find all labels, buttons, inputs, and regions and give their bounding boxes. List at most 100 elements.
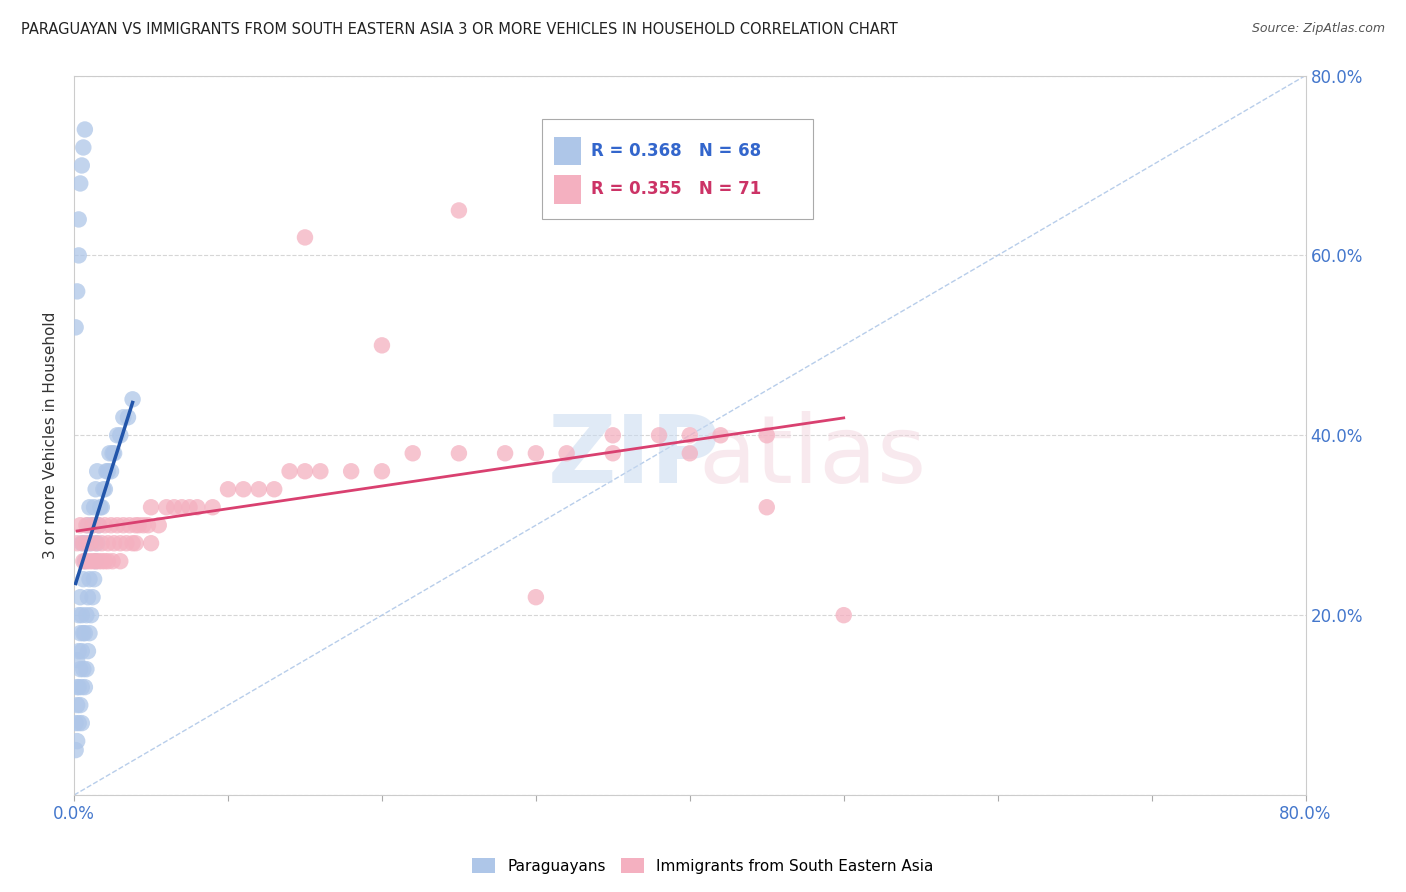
Point <box>128 518 150 533</box>
Point <box>67 608 90 623</box>
Text: ZIP: ZIP <box>548 411 721 503</box>
Point <box>70 644 93 658</box>
Point <box>69 662 91 676</box>
Point <box>100 464 122 478</box>
Point <box>67 680 90 694</box>
Point <box>66 536 89 550</box>
Point <box>524 590 547 604</box>
Point <box>247 482 270 496</box>
Point <box>112 518 135 533</box>
Point <box>77 644 100 658</box>
Point <box>97 536 120 550</box>
Text: PARAGUAYAN VS IMMIGRANTS FROM SOUTH EASTERN ASIA 3 OR MORE VEHICLES IN HOUSEHOLD: PARAGUAYAN VS IMMIGRANTS FROM SOUTH EAST… <box>21 22 898 37</box>
Point <box>186 500 208 515</box>
Point <box>66 698 89 712</box>
Point <box>105 518 128 533</box>
Point <box>82 590 104 604</box>
Point <box>73 626 96 640</box>
Y-axis label: 3 or more Vehicles in Household: 3 or more Vehicles in Household <box>44 311 58 559</box>
Point <box>82 518 104 533</box>
Point <box>87 518 110 533</box>
Point <box>494 446 516 460</box>
Point <box>70 536 93 550</box>
Point <box>96 464 118 478</box>
Point <box>103 536 125 550</box>
Point <box>124 536 146 550</box>
Point <box>139 536 162 550</box>
Point <box>100 518 122 533</box>
FancyBboxPatch shape <box>543 119 813 219</box>
Point <box>90 536 112 550</box>
Point <box>80 608 103 623</box>
Point <box>72 536 94 550</box>
Point <box>69 177 91 191</box>
Point <box>82 554 104 568</box>
Point <box>66 653 89 667</box>
Point <box>602 428 624 442</box>
Point <box>447 446 470 460</box>
Point <box>97 464 120 478</box>
Point <box>110 554 132 568</box>
Point <box>86 536 108 550</box>
Point <box>69 590 91 604</box>
Point <box>112 410 135 425</box>
Point <box>75 608 97 623</box>
Point <box>648 428 671 442</box>
Point <box>278 464 301 478</box>
Point <box>82 518 104 533</box>
Point <box>77 590 100 604</box>
Point <box>84 554 107 568</box>
Point <box>83 500 105 515</box>
Point <box>69 698 91 712</box>
Point <box>87 554 110 568</box>
Point <box>70 608 93 623</box>
Point <box>72 554 94 568</box>
Point <box>179 500 201 515</box>
Point <box>163 500 186 515</box>
Point <box>65 716 87 731</box>
Point <box>70 716 93 731</box>
Point <box>555 446 578 460</box>
Point <box>94 554 117 568</box>
Text: R = 0.368   N = 68: R = 0.368 N = 68 <box>592 142 762 160</box>
Point <box>91 482 114 496</box>
Point <box>148 518 170 533</box>
Point <box>80 536 103 550</box>
Point <box>679 446 702 460</box>
Point <box>79 500 101 515</box>
Point <box>77 518 100 533</box>
Point <box>217 482 239 496</box>
Point <box>65 743 87 757</box>
Point <box>755 428 778 442</box>
Point <box>70 158 93 172</box>
Point <box>294 464 316 478</box>
Point <box>103 446 125 460</box>
Legend: Paraguayans, Immigrants from South Eastern Asia: Paraguayans, Immigrants from South Easte… <box>467 852 939 880</box>
Point <box>67 212 90 227</box>
Point <box>110 536 132 550</box>
Point <box>97 554 120 568</box>
Point <box>86 464 108 478</box>
Point <box>105 428 128 442</box>
Text: R = 0.355   N = 71: R = 0.355 N = 71 <box>592 180 762 198</box>
Bar <box>554 136 582 165</box>
Point <box>79 626 101 640</box>
Point <box>83 572 105 586</box>
Point <box>402 446 425 460</box>
Point <box>679 428 702 442</box>
Point <box>447 203 470 218</box>
Point <box>79 536 101 550</box>
Point <box>67 716 90 731</box>
Point <box>117 410 139 425</box>
Point <box>232 482 254 496</box>
Point <box>72 626 94 640</box>
Point <box>72 572 94 586</box>
Point <box>73 554 96 568</box>
Bar <box>554 175 582 203</box>
Point <box>602 446 624 460</box>
Point <box>139 500 162 515</box>
Point <box>87 518 110 533</box>
Text: Source: ZipAtlas.com: Source: ZipAtlas.com <box>1251 22 1385 36</box>
Point <box>110 428 132 442</box>
Point <box>294 230 316 244</box>
